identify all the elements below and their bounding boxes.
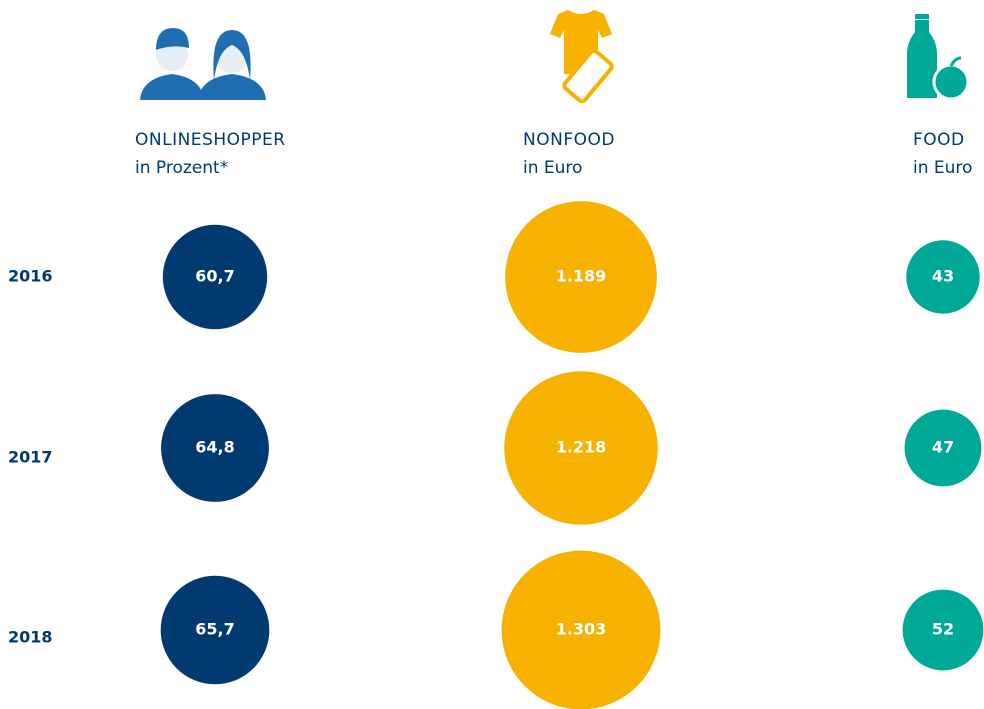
year-label: 2017 bbox=[8, 448, 53, 467]
nonfood-icon bbox=[550, 10, 614, 104]
column-title: FOOD bbox=[913, 130, 965, 150]
bubble bbox=[902, 589, 984, 671]
value-label: 60,7 bbox=[195, 267, 234, 286]
food-icon bbox=[907, 14, 970, 101]
value-label: 64,8 bbox=[195, 438, 234, 457]
column-unit: in Prozent* bbox=[135, 158, 228, 178]
bubble bbox=[504, 371, 658, 525]
column-title: NONFOOD bbox=[523, 130, 615, 150]
value-label: 65,7 bbox=[195, 620, 234, 639]
year-label: 2016 bbox=[8, 267, 53, 286]
column-unit: in Euro bbox=[913, 158, 972, 178]
bubble bbox=[160, 575, 270, 685]
bubble bbox=[505, 201, 657, 353]
bubble bbox=[906, 240, 980, 314]
value-label: 1.218 bbox=[556, 438, 607, 457]
bubble bbox=[904, 409, 982, 487]
value-label: 1.303 bbox=[556, 620, 607, 639]
bubble bbox=[501, 550, 661, 709]
value-label: 52 bbox=[932, 620, 954, 639]
column-title: ONLINESHOPPER bbox=[135, 130, 286, 150]
bubble bbox=[161, 394, 269, 502]
people-icon bbox=[140, 28, 266, 100]
value-label: 47 bbox=[932, 438, 954, 457]
bubble bbox=[162, 224, 268, 330]
column-unit: in Euro bbox=[523, 158, 582, 178]
year-label: 2018 bbox=[8, 628, 53, 647]
value-label: 43 bbox=[932, 267, 954, 286]
value-label: 1.189 bbox=[556, 267, 607, 286]
